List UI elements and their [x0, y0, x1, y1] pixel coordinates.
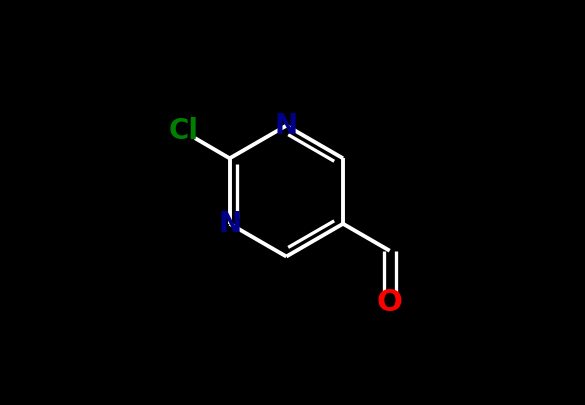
- Text: N: N: [275, 112, 298, 140]
- Text: O: O: [377, 288, 402, 317]
- Text: Cl: Cl: [168, 117, 198, 145]
- Text: N: N: [218, 210, 241, 238]
